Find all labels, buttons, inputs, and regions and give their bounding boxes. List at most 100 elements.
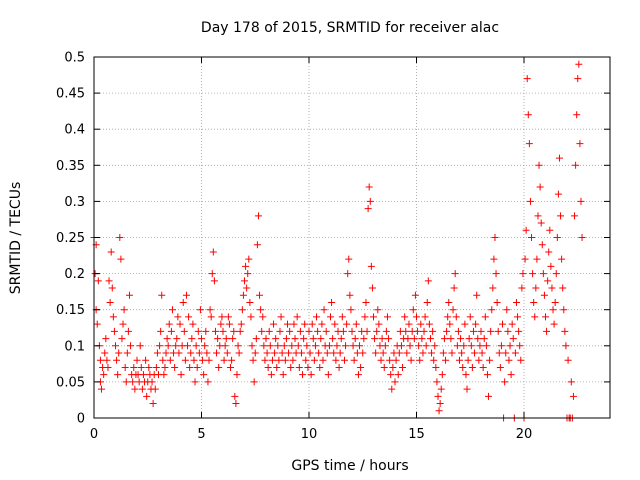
- data-point: [174, 313, 181, 320]
- data-point: [498, 342, 505, 349]
- data-point: [240, 292, 247, 299]
- data-point: [565, 357, 572, 364]
- data-point: [342, 342, 349, 349]
- data-point: [516, 342, 523, 349]
- y-tick-label: 0.1: [64, 339, 85, 354]
- data-point: [324, 350, 331, 357]
- data-point: [123, 378, 130, 385]
- data-point: [232, 400, 239, 407]
- y-tick-label: 0.35: [56, 159, 85, 174]
- data-point: [504, 328, 511, 335]
- data-point: [513, 299, 520, 306]
- data-point: [573, 111, 580, 118]
- data-point: [264, 350, 271, 357]
- data-point: [157, 328, 164, 335]
- data-point: [375, 321, 382, 328]
- data-point: [255, 212, 262, 219]
- data-point: [194, 364, 201, 371]
- data-point: [557, 212, 564, 219]
- data-point: [168, 328, 175, 335]
- data-point: [210, 248, 217, 255]
- data-point: [166, 321, 173, 328]
- data-point: [145, 364, 152, 371]
- data-point: [120, 321, 127, 328]
- data-point: [111, 328, 118, 335]
- data-point: [250, 357, 257, 364]
- data-point: [388, 386, 395, 393]
- data-point: [383, 328, 390, 335]
- data-point: [359, 350, 366, 357]
- data-point: [297, 328, 304, 335]
- data-point: [399, 364, 406, 371]
- data-point: [315, 350, 322, 357]
- data-point: [230, 328, 237, 335]
- data-point: [243, 285, 250, 292]
- data-point: [190, 357, 197, 364]
- data-point: [538, 220, 545, 227]
- data-point: [543, 328, 550, 335]
- x-tick-label: 15: [408, 427, 425, 442]
- data-point: [165, 342, 172, 349]
- data-point: [526, 140, 533, 147]
- data-point: [310, 335, 317, 342]
- data-point: [118, 335, 125, 342]
- data-point: [435, 393, 442, 400]
- data-point: [233, 371, 240, 378]
- data-point: [301, 321, 308, 328]
- data-point: [485, 393, 492, 400]
- data-point: [352, 335, 359, 342]
- data-point: [256, 292, 263, 299]
- y-tick-label: 0.15: [56, 303, 85, 318]
- data-point: [180, 299, 187, 306]
- data-point: [178, 371, 185, 378]
- data-point: [407, 342, 414, 349]
- data-point: [312, 342, 319, 349]
- data-point: [247, 313, 254, 320]
- data-point: [140, 371, 147, 378]
- data-point: [522, 256, 529, 263]
- data-point: [241, 277, 248, 284]
- data-point: [313, 313, 320, 320]
- data-point: [446, 321, 453, 328]
- data-point: [345, 256, 352, 263]
- data-point: [206, 357, 213, 364]
- y-tick-label: 0.05: [56, 375, 85, 390]
- x-axis-label: GPS time / hours: [291, 458, 408, 474]
- data-point: [353, 321, 360, 328]
- data-point: [273, 364, 280, 371]
- data-point: [343, 321, 350, 328]
- data-point: [257, 306, 264, 313]
- data-point: [124, 350, 131, 357]
- data-point: [331, 321, 338, 328]
- data-point: [161, 364, 168, 371]
- data-point: [309, 321, 316, 328]
- data-point: [199, 357, 206, 364]
- data-point: [528, 234, 535, 241]
- data-point: [417, 321, 424, 328]
- data-point: [169, 306, 176, 313]
- data-point: [114, 371, 121, 378]
- data-point: [364, 328, 371, 335]
- y-tick-label: 0: [77, 412, 85, 427]
- data-point: [181, 328, 188, 335]
- data-point: [167, 357, 174, 364]
- data-point: [115, 350, 122, 357]
- data-point: [186, 364, 193, 371]
- data-point: [325, 371, 332, 378]
- data-point: [389, 364, 396, 371]
- data-point: [495, 328, 502, 335]
- data-point: [223, 335, 230, 342]
- x-tick-label: 5: [197, 427, 205, 442]
- data-point: [184, 342, 191, 349]
- data-point: [100, 371, 107, 378]
- data-point: [525, 111, 532, 118]
- data-point: [260, 342, 267, 349]
- data-point: [137, 342, 144, 349]
- data-point: [113, 357, 120, 364]
- data-point: [336, 364, 343, 371]
- data-point: [365, 205, 372, 212]
- data-point: [265, 364, 272, 371]
- data-point: [402, 328, 409, 335]
- data-point: [300, 335, 307, 342]
- data-point: [294, 313, 301, 320]
